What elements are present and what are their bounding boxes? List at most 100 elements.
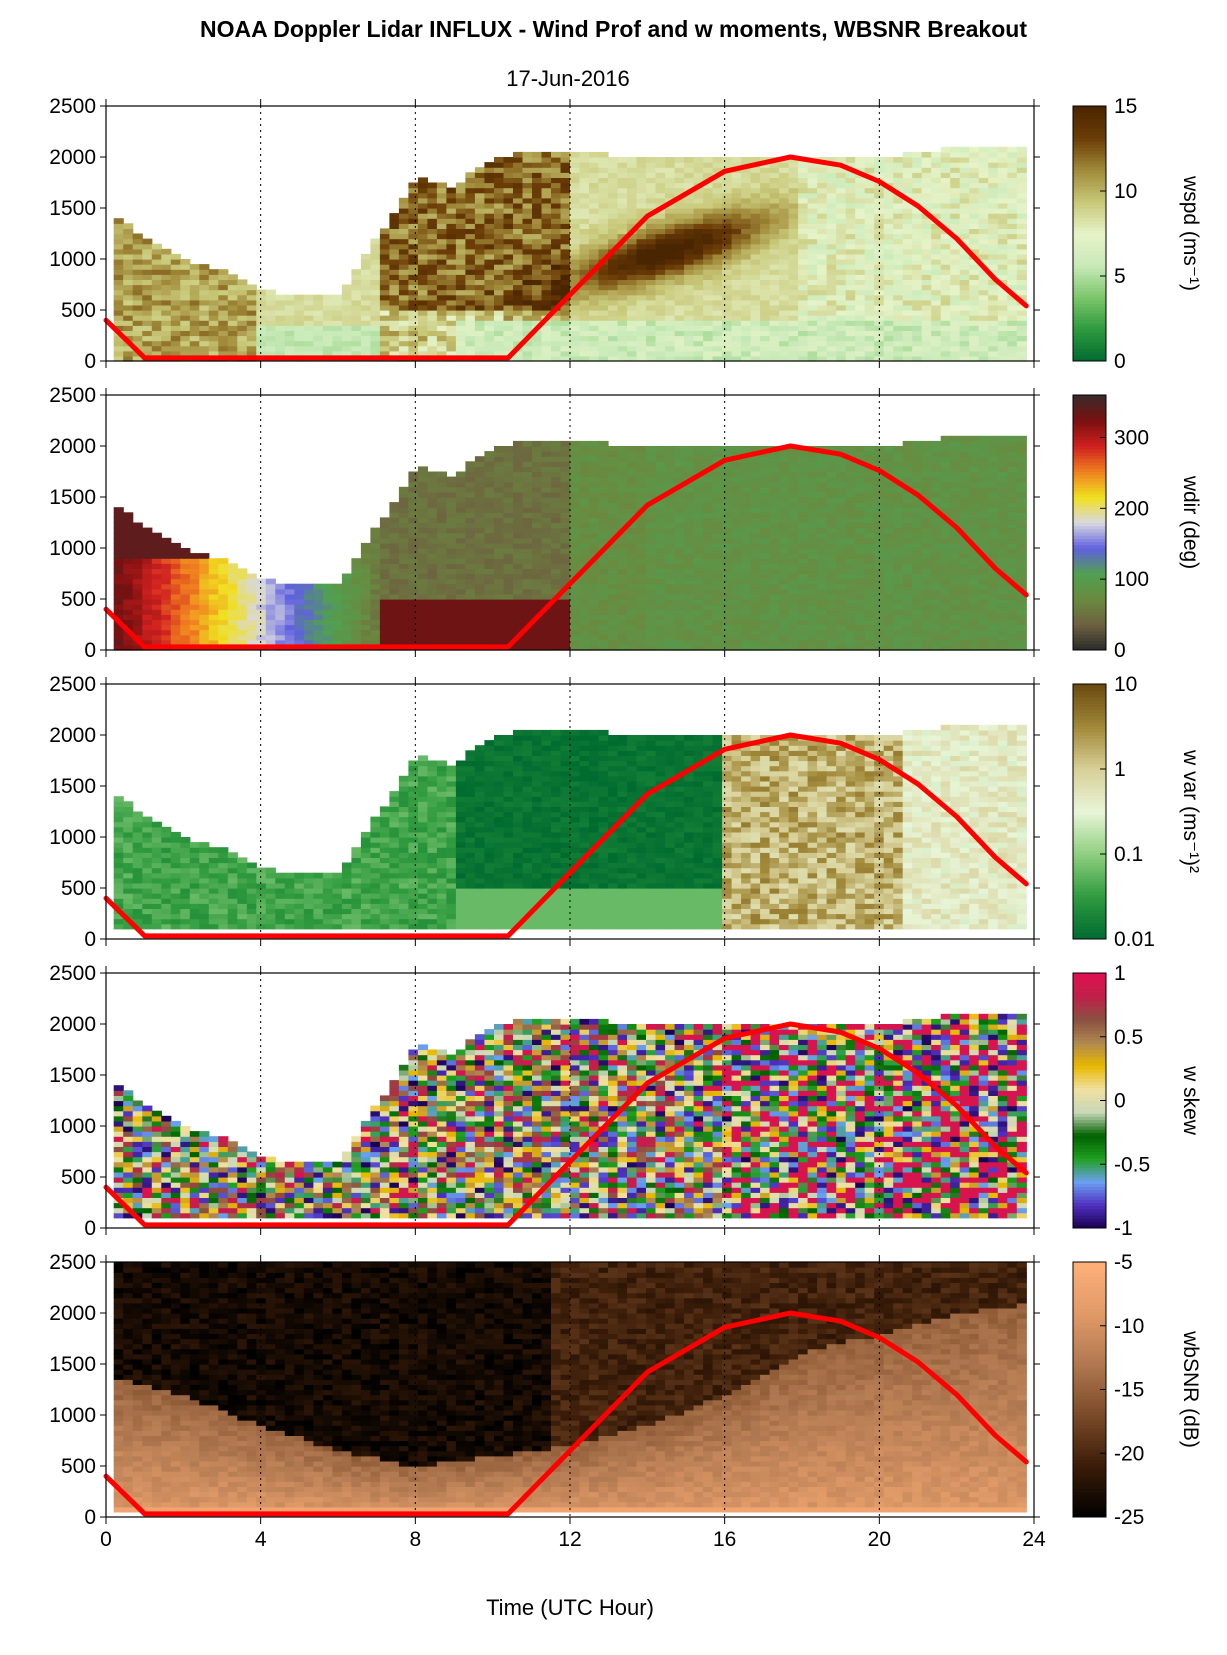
heatmap-cell (627, 238, 638, 245)
heatmap-cell (978, 355, 989, 362)
heatmap-cell (180, 315, 191, 321)
heatmap-cell (570, 355, 581, 362)
heatmap-cell (617, 294, 628, 301)
heatmap-cell (684, 304, 695, 311)
heatmap-cell (798, 284, 809, 291)
heatmap-cell (294, 593, 305, 600)
heatmap-cell (912, 320, 923, 326)
heatmap-cell (551, 274, 562, 280)
heatmap-cell (532, 568, 543, 575)
heatmap-cell (883, 269, 894, 275)
heatmap-cell (1007, 187, 1018, 194)
heatmap-cell (503, 284, 514, 291)
heatmap-cell (522, 350, 533, 357)
heatmap-cell (332, 599, 343, 605)
heatmap-cell (722, 299, 733, 306)
heatmap-cell (665, 634, 676, 641)
heatmap-cell (351, 315, 362, 321)
heatmap-cell (132, 583, 143, 590)
heatmap-cell (627, 573, 638, 580)
heatmap-cell (864, 248, 875, 255)
heatmap-cell (826, 315, 837, 321)
heatmap-cell (617, 330, 628, 337)
heatmap-cell (627, 345, 638, 352)
colorbar-segment (1073, 227, 1106, 231)
heatmap-cell (541, 243, 552, 250)
heatmap-cell (551, 264, 562, 270)
heatmap-cell (551, 634, 562, 641)
heatmap-cell (436, 507, 447, 513)
heatmap-cell (627, 502, 638, 508)
heatmap-cell (693, 238, 704, 245)
heatmap-cell (189, 634, 200, 641)
heatmap-cell (551, 192, 562, 199)
heatmap-cell (627, 527, 638, 534)
heatmap-cell (455, 542, 466, 549)
heatmap-cell (893, 294, 904, 301)
heatmap-cell (902, 162, 913, 168)
heatmap-cell (427, 583, 438, 590)
heatmap-cell (303, 310, 314, 316)
heatmap-cell (902, 304, 913, 311)
heatmap-cell (893, 187, 904, 194)
heatmap-cell (579, 284, 590, 291)
heatmap-cell (370, 639, 381, 646)
heatmap-cell (332, 320, 343, 326)
heatmap-cell (560, 182, 571, 189)
heatmap-cell (750, 202, 761, 209)
heatmap-cell (560, 446, 571, 452)
heatmap-cell (142, 619, 153, 626)
heatmap-cell (132, 578, 143, 585)
heatmap-cell (246, 599, 257, 605)
heatmap-cell (997, 315, 1008, 321)
heatmap-cell (227, 588, 238, 595)
heatmap-cell (532, 330, 543, 337)
heatmap-cell (532, 253, 543, 260)
heatmap-cell (589, 563, 600, 569)
heatmap-cell (1007, 233, 1018, 240)
heatmap-cell (256, 340, 267, 347)
heatmap-cell (731, 202, 742, 209)
heatmap-cell (931, 248, 942, 255)
heatmap-cell (551, 320, 562, 326)
heatmap-cell (360, 583, 371, 590)
heatmap-cell (151, 335, 162, 342)
heatmap-cell (360, 558, 371, 564)
heatmap-cell (408, 345, 419, 352)
heatmap-cell (360, 274, 371, 280)
heatmap-cell (636, 609, 647, 615)
heatmap-cell (646, 481, 657, 488)
heatmap-cell (513, 629, 524, 636)
colorbar-segment (1073, 268, 1106, 273)
heatmap-cell (360, 294, 371, 301)
heatmap-cell (921, 294, 932, 301)
colorbar-segment (1073, 306, 1106, 311)
colorbar-segment (1073, 310, 1106, 314)
heatmap-cell (494, 512, 505, 518)
heatmap-cell (398, 345, 409, 352)
heatmap-cell (560, 228, 571, 235)
heatmap-cell (684, 197, 695, 204)
heatmap-cell (921, 345, 932, 352)
heatmap-cell (845, 304, 856, 311)
heatmap-cell (503, 558, 514, 564)
heatmap-cell (836, 243, 847, 250)
heatmap-cell (474, 553, 485, 559)
heatmap-cell (522, 537, 533, 544)
heatmap-cell (484, 553, 495, 559)
heatmap-cell (798, 325, 809, 331)
heatmap-cell (788, 233, 799, 240)
heatmap-cell (142, 294, 153, 301)
heatmap-cell (322, 583, 333, 590)
heatmap-cell (170, 320, 181, 326)
heatmap-cell (484, 476, 495, 483)
heatmap-cell (902, 289, 913, 296)
heatmap-cell (570, 517, 581, 524)
heatmap-cell (398, 228, 409, 235)
heatmap-cell (997, 146, 1008, 153)
heatmap-cell (398, 593, 409, 600)
heatmap-cell (665, 320, 676, 326)
heatmap-cell (931, 162, 942, 168)
heatmap-cell (608, 192, 619, 199)
heatmap-cell (170, 573, 181, 580)
